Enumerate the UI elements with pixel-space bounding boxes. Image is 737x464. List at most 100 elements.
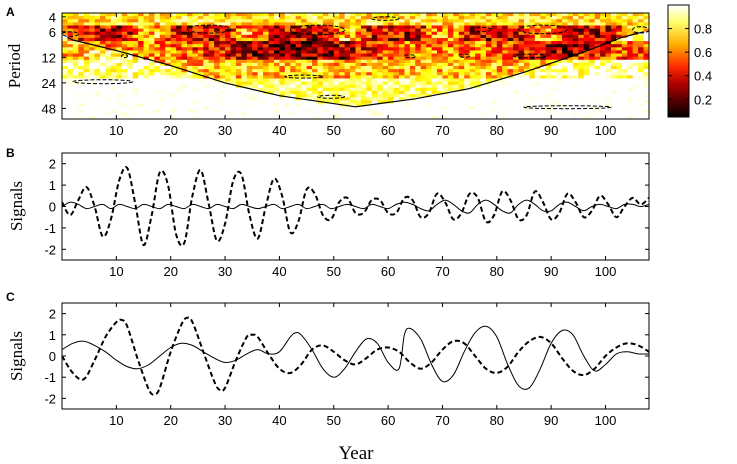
heatmap-cell bbox=[551, 19, 558, 23]
heatmap-cell bbox=[507, 41, 514, 45]
heatmap-cell bbox=[453, 103, 460, 108]
heatmap-cell bbox=[431, 109, 438, 114]
heatmap-cell bbox=[181, 22, 188, 27]
heatmap-cell bbox=[181, 112, 188, 117]
heatmap-cell bbox=[110, 103, 117, 108]
heatmap-cell bbox=[67, 56, 74, 61]
heatmap-cell bbox=[371, 112, 378, 117]
heatmap-cell bbox=[100, 25, 107, 30]
heatmap-cell bbox=[469, 112, 476, 117]
heatmap-cell bbox=[556, 44, 563, 48]
heatmap-cell bbox=[540, 34, 547, 39]
heatmap-cell bbox=[322, 97, 329, 101]
heatmap-cell bbox=[110, 25, 117, 30]
heatmap-cell bbox=[627, 115, 634, 119]
heatmap-cell bbox=[225, 37, 232, 42]
heatmap-cell bbox=[366, 13, 373, 17]
heatmap-cell bbox=[534, 16, 541, 20]
heatmap-cell bbox=[72, 90, 79, 95]
heatmap-cell bbox=[458, 59, 465, 64]
heatmap-cell bbox=[230, 59, 237, 64]
heatmap-cell bbox=[469, 109, 476, 114]
heatmap-cell bbox=[154, 28, 161, 33]
x-tick-label: 50 bbox=[327, 413, 341, 428]
heatmap-cell bbox=[301, 72, 308, 76]
heatmap-cell bbox=[148, 81, 155, 86]
heatmap-cell bbox=[355, 72, 362, 76]
heatmap-cell bbox=[551, 13, 558, 17]
heatmap-cell bbox=[409, 25, 416, 30]
heatmap-cell bbox=[594, 109, 601, 114]
heatmap-cell bbox=[230, 69, 237, 73]
heatmap-cell bbox=[116, 59, 123, 64]
heatmap-cell bbox=[540, 25, 547, 30]
heatmap-cell bbox=[235, 37, 242, 42]
heatmap-cell bbox=[540, 59, 547, 64]
heatmap-cell bbox=[382, 59, 389, 64]
heatmap-cell bbox=[393, 53, 400, 58]
heatmap-cell bbox=[295, 75, 302, 80]
heatmap-cell bbox=[203, 13, 210, 17]
x-tick-label: 60 bbox=[381, 264, 395, 279]
heatmap-cell bbox=[583, 13, 590, 17]
heatmap-cell bbox=[72, 112, 79, 117]
heatmap-cell bbox=[437, 72, 444, 76]
heatmap-cell bbox=[366, 50, 373, 55]
heatmap-cell bbox=[513, 28, 520, 33]
heatmap-cell bbox=[306, 103, 313, 108]
heatmap-cell bbox=[339, 50, 346, 55]
heatmap-cell bbox=[507, 16, 514, 20]
heatmap-cell bbox=[225, 94, 232, 98]
heatmap-cell bbox=[268, 41, 275, 45]
heatmap-cell bbox=[632, 34, 639, 39]
heatmap-cell bbox=[562, 34, 569, 39]
heatmap-cell bbox=[360, 16, 367, 20]
heatmap-cell bbox=[176, 72, 183, 76]
heatmap-cell bbox=[273, 56, 281, 61]
heatmap-cell bbox=[181, 41, 188, 45]
heatmap-cell bbox=[485, 100, 492, 105]
heatmap-cell bbox=[110, 115, 117, 119]
heatmap-cell bbox=[518, 115, 525, 119]
heatmap-cell bbox=[230, 56, 237, 61]
heatmap-cell bbox=[447, 22, 454, 27]
heatmap-cell bbox=[507, 37, 514, 42]
heatmap-cell bbox=[600, 100, 607, 105]
heatmap-cell bbox=[496, 87, 503, 92]
heatmap-cell bbox=[72, 75, 79, 80]
heatmap-cell bbox=[252, 94, 259, 98]
heatmap-cell bbox=[464, 50, 471, 55]
panel-a-x-ticks: 10 20 30 40 50 60 70 80 90 100 bbox=[109, 13, 616, 138]
heatmap-cell bbox=[241, 90, 248, 95]
heatmap-cell bbox=[132, 100, 139, 105]
heatmap-cell bbox=[78, 47, 85, 52]
heatmap-cell bbox=[214, 112, 221, 117]
heatmap-cell bbox=[268, 56, 275, 61]
heatmap-cell bbox=[605, 22, 612, 27]
heatmap-cell bbox=[252, 72, 259, 76]
heatmap-cell bbox=[632, 115, 639, 119]
heatmap-cell bbox=[322, 22, 329, 27]
heatmap-cell bbox=[480, 66, 487, 70]
heatmap-cell bbox=[62, 87, 69, 92]
heatmap-cell bbox=[426, 16, 433, 20]
heatmap-cell bbox=[339, 41, 346, 45]
heatmap-cell bbox=[116, 69, 123, 73]
heatmap-cell bbox=[594, 50, 601, 55]
heatmap-cell bbox=[284, 94, 291, 98]
heatmap-cell bbox=[257, 94, 264, 98]
y-tick-label: -1 bbox=[44, 370, 56, 385]
heatmap-cell bbox=[89, 34, 96, 39]
heatmap-cell bbox=[469, 41, 476, 45]
heatmap-cell bbox=[208, 16, 215, 20]
heatmap-cell bbox=[551, 115, 558, 119]
heatmap-cell bbox=[105, 62, 112, 67]
y-tick-label: -1 bbox=[44, 221, 56, 236]
heatmap-cell bbox=[431, 84, 438, 89]
heatmap-cell bbox=[556, 100, 563, 105]
heatmap-cell bbox=[475, 53, 482, 58]
heatmap-cell bbox=[110, 87, 117, 92]
heatmap-cell bbox=[393, 62, 400, 67]
heatmap-cell bbox=[529, 72, 536, 76]
heatmap-cell bbox=[138, 87, 145, 92]
